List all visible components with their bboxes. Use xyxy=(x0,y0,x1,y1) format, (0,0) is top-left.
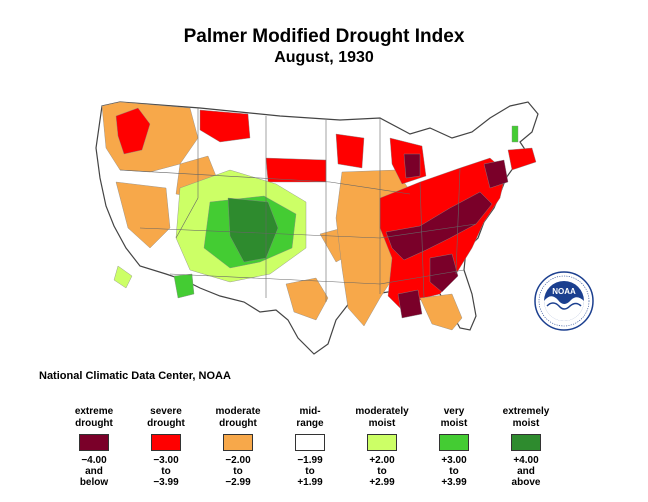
region-vermont-moist xyxy=(511,125,519,143)
legend-item-extremely-moist: extremely moist +4.00 and above xyxy=(486,404,566,488)
page-title: Palmer Modified Drought Index xyxy=(183,26,465,47)
legend-range: below xyxy=(79,477,109,488)
svg-text:NOAA: NOAA xyxy=(552,287,576,296)
legend-label: very xyxy=(443,406,465,417)
drought-map xyxy=(80,98,560,368)
legend-label: severe xyxy=(150,406,182,417)
region-minnesota-severe xyxy=(335,133,365,169)
region-pnw-severe xyxy=(115,107,151,155)
legend-range: +4.00 xyxy=(513,455,539,466)
legend-item-moderate-drought: moderate drought −2.00 to −2.99 xyxy=(198,404,278,488)
legend-item-mid-range: mid-range −1.99 to +1.99 xyxy=(270,404,350,488)
legend-label: moist xyxy=(512,418,540,429)
legend-swatch xyxy=(511,434,541,451)
legend-range: above xyxy=(511,477,541,488)
region-socal-moist xyxy=(113,265,133,289)
legend-label: moderately xyxy=(355,406,409,417)
region-northeast-extreme xyxy=(483,159,509,189)
legend-range: +3.99 xyxy=(441,477,467,488)
legend-range: +2.99 xyxy=(369,477,395,488)
legend-range: −2.00 xyxy=(225,455,251,466)
us-map-svg xyxy=(95,101,539,355)
legend-item-extreme-drought: extreme drought −4.00 and below xyxy=(54,404,134,488)
region-alabama-extreme xyxy=(397,289,423,319)
region-michigan-extreme xyxy=(403,153,421,179)
legend-range: to xyxy=(161,466,171,477)
region-new-england-severe xyxy=(507,147,537,171)
title-block: Palmer Modified Drought Index August, 19… xyxy=(0,26,648,68)
legend-swatch xyxy=(79,434,109,451)
region-appalachia-extreme xyxy=(429,253,459,293)
legend-label: extreme xyxy=(74,406,114,417)
noaa-logo: NOAA xyxy=(533,270,595,332)
region-southeast-moderate xyxy=(419,293,463,331)
region-dakota-severe xyxy=(265,157,327,183)
page-subtitle: August, 1930 xyxy=(274,49,374,66)
legend-swatch xyxy=(295,434,325,451)
legend-label: range xyxy=(296,418,324,429)
legend-range: +3.00 xyxy=(441,455,467,466)
legend-label: drought xyxy=(219,418,257,429)
credit-text: National Climatic Data Center, NOAA xyxy=(39,370,231,382)
region-texas-moderate xyxy=(285,277,329,321)
legend-label: moderate xyxy=(215,406,261,417)
region-nevada-moderate xyxy=(115,181,171,249)
legend-range: −3.00 xyxy=(153,455,179,466)
noaa-logo-icon: NOAA xyxy=(534,271,594,331)
legend-item-very-moist: very moist +3.00 to +3.99 xyxy=(414,404,494,488)
legend-range: −4.00 xyxy=(81,455,107,466)
region-montana-severe xyxy=(199,109,251,143)
legend-range: +1.99 xyxy=(297,477,323,488)
legend: extreme drought −4.00 and below severe droug… xyxy=(58,404,598,494)
region-arizona-moist xyxy=(173,273,195,299)
legend-swatch xyxy=(223,434,253,451)
legend-range: and xyxy=(85,466,103,477)
legend-range: −1.99 xyxy=(297,455,323,466)
legend-range: −2.99 xyxy=(225,477,251,488)
legend-range: to xyxy=(449,466,459,477)
legend-label: moist xyxy=(440,418,468,429)
legend-range: to xyxy=(233,466,243,477)
legend-item-moderately-moist: moderately moist +2.00 to +2.99 xyxy=(342,404,422,488)
legend-label: drought xyxy=(75,418,113,429)
legend-range: and xyxy=(517,466,535,477)
state-lines xyxy=(119,108,477,302)
legend-swatch xyxy=(367,434,397,451)
legend-label: moist xyxy=(368,418,396,429)
legend-range: +2.00 xyxy=(369,455,395,466)
legend-label: drought xyxy=(147,418,185,429)
legend-range: −3.99 xyxy=(153,477,179,488)
legend-label: extremely xyxy=(502,406,550,417)
legend-range: to xyxy=(377,466,387,477)
legend-swatch xyxy=(151,434,181,451)
legend-label: mid- xyxy=(299,406,321,417)
legend-range: to xyxy=(305,466,315,477)
legend-swatch xyxy=(439,434,469,451)
legend-item-severe-drought: severe drought −3.00 to −3.99 xyxy=(126,404,206,488)
